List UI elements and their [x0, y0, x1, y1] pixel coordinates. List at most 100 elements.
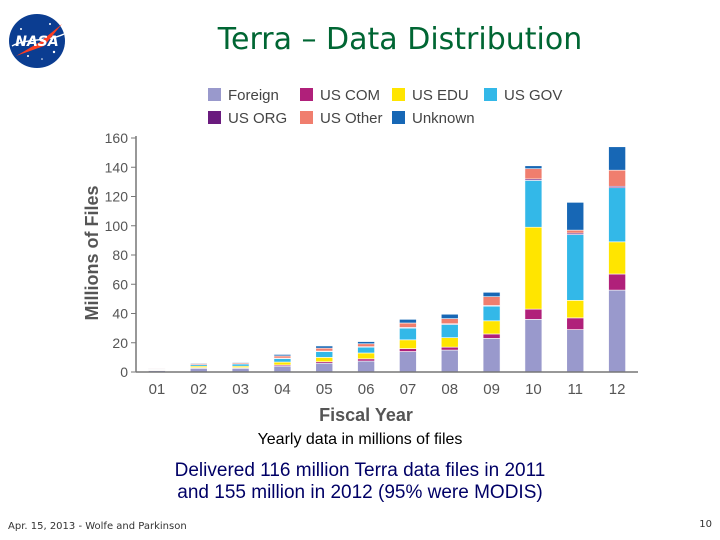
bar-segment [315, 362, 334, 373]
bar-segment [399, 348, 417, 352]
bar-segment [566, 229, 585, 234]
legend-label: US Other [320, 110, 383, 127]
bar-segment [273, 354, 292, 357]
bar-segment [440, 346, 459, 351]
bar-segment [524, 226, 543, 310]
bar-stacks [148, 146, 626, 373]
x-tick-label: 04 [274, 381, 291, 398]
x-tick-label: 01 [149, 381, 166, 398]
legend-swatch [300, 88, 313, 101]
bar-segment [440, 318, 459, 325]
nasa-logo-disc [9, 14, 65, 68]
x-tick-label: 12 [609, 381, 626, 398]
legend-label: US EDU [412, 87, 469, 104]
x-tick-label: 06 [358, 381, 375, 398]
legend-swatch [208, 88, 221, 101]
x-tick-label: 10 [525, 381, 542, 398]
bar-segment [524, 168, 543, 180]
bar-segment [608, 289, 626, 373]
bar-segment [315, 357, 334, 363]
x-tick-label: 03 [232, 381, 249, 398]
bar-segment [608, 273, 626, 291]
bar-segment [357, 352, 375, 360]
bar-segment [482, 296, 501, 306]
bar-segment [524, 180, 543, 228]
y-axis: 0 20 40 60 80 100 120 140 160 [105, 130, 137, 380]
bar-segment [440, 337, 459, 348]
bar-segment [357, 341, 375, 345]
nasa-logo-text: NASA [15, 34, 58, 50]
legend-label: Foreign [228, 87, 279, 104]
bar-segment [482, 320, 501, 335]
legend-swatch [392, 88, 405, 101]
legend-label: Unknown [412, 110, 475, 127]
bar-segment [566, 317, 585, 330]
y-axis-label: Millions of Files [82, 185, 102, 320]
summary-line-2: and 155 million in 2012 (95% were MODIS) [177, 482, 543, 503]
bar-segment [566, 329, 585, 373]
bar-segment [399, 327, 417, 341]
legend-swatch [300, 111, 313, 124]
x-tick-label: 09 [483, 381, 500, 398]
y-tick-label: 80 [112, 247, 128, 263]
nasa-logo: NASA [6, 12, 68, 70]
y-tick-label: 140 [105, 159, 129, 175]
x-tick-label: 02 [190, 381, 207, 398]
legend-swatch [392, 111, 405, 124]
legend-label: US ORG [228, 110, 287, 127]
bar-segment [231, 363, 250, 367]
bar-segment [273, 358, 292, 363]
page-number: 10 [699, 519, 712, 530]
bar-segment [231, 361, 250, 364]
bar-segment [357, 358, 375, 362]
legend-label: US GOV [504, 87, 562, 104]
summary-line-1: Delivered 116 million Terra data files i… [174, 460, 546, 481]
bar-segment [273, 365, 292, 373]
bar-segment [440, 349, 459, 373]
bar-segment [440, 324, 459, 338]
bar-segment [357, 360, 375, 373]
bar-segment [566, 234, 585, 301]
bar-segment [399, 351, 417, 373]
bar-segment [608, 187, 626, 243]
bar-segment [482, 305, 501, 322]
bar-segment [482, 291, 501, 297]
bar-segment [440, 313, 459, 319]
bar-segment [399, 339, 417, 349]
bar-segment [608, 169, 626, 187]
legend-swatch [484, 88, 497, 101]
y-tick-label: 0 [120, 364, 128, 380]
x-tick-label: 07 [400, 381, 417, 398]
y-tick-label: 60 [112, 276, 128, 292]
bar-segment [148, 367, 166, 369]
bar-segment [399, 319, 417, 324]
bar-segment [315, 345, 334, 349]
nasa-logo-stars [17, 23, 56, 60]
bar-segment [189, 362, 208, 364]
footer-credit: Apr. 15, 2013 - Wolfe and Parkinson [8, 521, 187, 532]
y-tick-label: 40 [112, 306, 128, 322]
bar-segment [524, 308, 543, 320]
legend-swatch [208, 111, 221, 124]
bar-segment [482, 333, 501, 339]
bar-segment [608, 146, 626, 171]
summary-text: Delivered 116 million Terra data files i… [100, 460, 620, 504]
x-tick-label: 08 [441, 381, 458, 398]
chart-legend: Foreign US COM US EDU US GOV US ORG US Other U… [208, 87, 562, 127]
bar-segment [524, 319, 543, 373]
legend-label: US COM [320, 87, 380, 104]
y-tick-label: 20 [112, 335, 128, 351]
bar-segment [315, 347, 334, 352]
x-tick-label: 05 [316, 381, 333, 398]
y-tick-label: 100 [105, 218, 129, 234]
bar-segment [357, 343, 375, 347]
slide-title: Terra – Data Distribution [217, 22, 583, 57]
x-axis-label: Fiscal Year [319, 405, 413, 425]
bar-segment [524, 165, 543, 170]
bar-segment [315, 351, 334, 358]
bar-segment [399, 322, 417, 328]
bar-segment [273, 361, 292, 366]
x-tick-label: 11 [567, 381, 583, 398]
bar-segment [273, 355, 292, 359]
